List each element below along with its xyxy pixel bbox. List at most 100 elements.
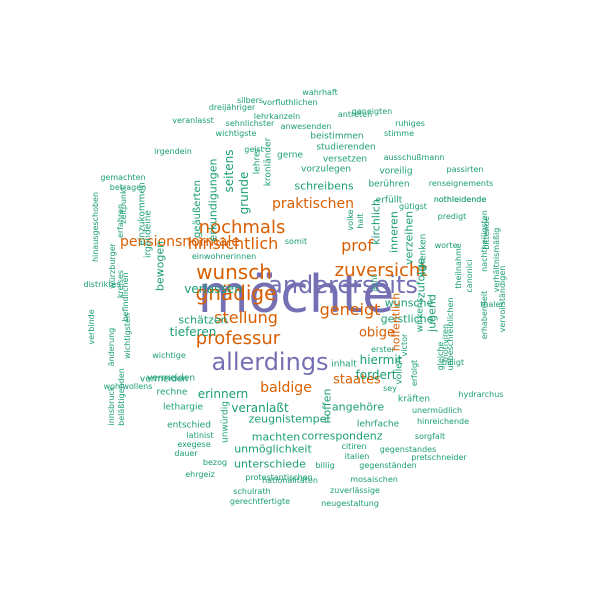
cloud-word: wichtige <box>152 351 186 360</box>
cloud-word: ausschußmann <box>383 153 445 162</box>
cloud-word: pensionsnormale <box>120 234 240 250</box>
cloud-word: sey <box>383 384 397 393</box>
cloud-word: inhalt <box>331 359 357 370</box>
cloud-word: halt <box>356 213 365 229</box>
cloud-word: gnädige <box>195 281 277 305</box>
cloud-word: vermeiden <box>146 373 196 384</box>
cloud-word: veranlasst <box>172 116 214 125</box>
cloud-word: beistimmen <box>310 131 364 142</box>
cloud-word: dreijähriger <box>208 103 256 112</box>
cloud-word: veranlaßt <box>231 401 289 415</box>
cloud-word: wunsche <box>384 296 434 310</box>
cloud-word: exegese <box>177 440 211 449</box>
cloud-word: distriktes <box>83 280 121 289</box>
cloud-word: italien <box>344 452 370 461</box>
cloud-word: erinnern <box>197 387 249 401</box>
cloud-word: kirchlich <box>369 199 383 245</box>
cloud-word: billig <box>315 461 335 470</box>
cloud-word: nothleidende <box>433 195 487 204</box>
cloud-word: prof <box>341 236 373 255</box>
cloud-word: wahrhaft <box>302 88 338 97</box>
cloud-word: geäußerten <box>192 180 203 238</box>
cloud-word: nothleidende <box>433 195 487 204</box>
cloud-word: wirkens <box>415 297 426 333</box>
cloud-word: erkundigungen <box>206 158 220 242</box>
cloud-word: schreibens <box>294 179 354 193</box>
cloud-word: hoffen <box>320 388 334 424</box>
cloud-word: irgendein <box>154 147 192 156</box>
cloud-word: erfüllt <box>375 195 403 206</box>
cloud-word: victor <box>400 333 409 357</box>
cloud-word: studierenden <box>316 142 376 153</box>
cloud-word: renseignements <box>428 179 494 188</box>
cloud-word: erfolgt <box>410 359 419 387</box>
cloud-word: erhabenheit <box>480 290 489 340</box>
cloud-word: wichtigste <box>215 129 257 138</box>
cloud-word: machten <box>251 430 301 444</box>
cloud-word: dauer <box>174 449 198 458</box>
cloud-word: thaler <box>480 300 504 309</box>
cloud-word: allerdings <box>211 348 329 376</box>
cloud-word: citiren <box>341 442 367 451</box>
cloud-word: mosaischen <box>350 475 398 484</box>
cloud-word: unwürdig <box>220 401 231 443</box>
cloud-word: unbeschreiblichen <box>446 297 455 371</box>
cloud-word: bezog <box>202 458 228 467</box>
cloud-word: erster <box>371 345 395 354</box>
cloud-word: inneren <box>387 211 401 253</box>
cloud-word: hiermit <box>359 353 403 367</box>
cloud-word: andererseits <box>268 271 418 299</box>
cloud-word: gegenstandes <box>379 445 437 454</box>
cloud-word: innsbruck <box>107 386 116 426</box>
cloud-word: änderung <box>107 327 116 367</box>
cloud-word: irgendeine <box>143 210 154 258</box>
cloud-word: zeugnistempel <box>248 412 330 426</box>
cloud-word: zuverlässige <box>330 486 380 495</box>
cloud-word: acht <box>370 274 379 292</box>
cloud-word: theilnahme <box>454 243 463 289</box>
cloud-word: predigt <box>437 212 467 221</box>
cloud-word: beläßtigenden <box>117 368 126 426</box>
cloud-word: bewogen <box>153 240 167 292</box>
cloud-word: wohlwollens <box>103 382 153 391</box>
cloud-word: neugestaltung <box>321 499 379 508</box>
cloud-word: geist <box>244 145 264 154</box>
cloud-word: canonici <box>465 259 474 293</box>
cloud-word: hinreichende <box>416 417 470 426</box>
cloud-word: lehrfache <box>356 419 400 430</box>
cloud-word: anwesenden <box>280 122 332 131</box>
cloud-word: stimme <box>383 129 415 138</box>
cloud-word: gerne <box>276 150 304 161</box>
cloud-word: obige <box>358 325 396 341</box>
cloud-word: schulrath <box>233 487 271 496</box>
cloud-word: wunsch <box>196 260 272 284</box>
cloud-word: protestantischen <box>245 473 313 482</box>
cloud-word: ehrgeiz <box>185 470 215 479</box>
cloud-word: seitens <box>222 149 236 193</box>
cloud-word: vollen <box>394 357 405 385</box>
cloud-word: unmöglichkeit <box>234 442 312 456</box>
cloud-word: lehrer <box>252 147 263 175</box>
cloud-word: nationalitäten <box>262 476 318 485</box>
cloud-word: zuversicht <box>334 260 428 281</box>
cloud-word: geneigt <box>319 300 381 319</box>
cloud-word: gegenständen <box>359 461 417 470</box>
cloud-word: bittende <box>482 216 491 250</box>
cloud-word: wichtigsten <box>123 313 132 359</box>
cloud-word: vorfluthlichen <box>262 98 318 107</box>
cloud-word: professur <box>195 328 281 349</box>
cloud-word: jugend <box>425 294 439 332</box>
cloud-word: sehnlichster <box>225 119 275 128</box>
cloud-word: stellung <box>214 308 278 327</box>
cloud-word: gerechtfertigte <box>229 497 291 506</box>
cloud-word: vervollständigen <box>498 265 507 333</box>
cloud-word: angehöre <box>331 400 385 414</box>
cloud-word: verzeihen <box>402 210 416 266</box>
cloud-word: billigt <box>441 358 465 367</box>
cloud-word: hinsichtlich <box>187 234 279 253</box>
cloud-word: correspondenz <box>301 429 383 443</box>
cloud-word: vorzulegen <box>301 164 351 175</box>
cloud-word: hydrarchus <box>458 390 504 399</box>
cloud-word: worte <box>434 241 458 250</box>
